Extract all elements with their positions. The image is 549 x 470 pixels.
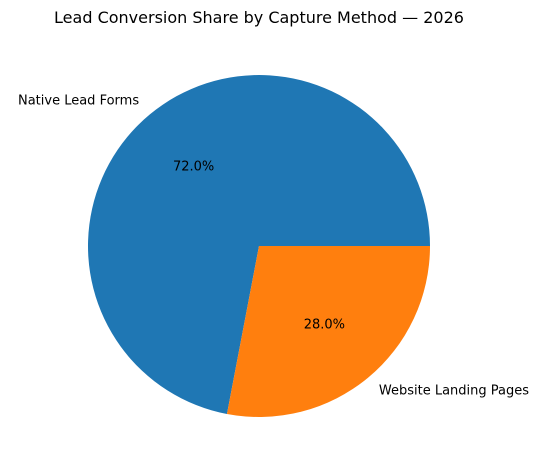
pie-pct-label-1: 28.0% bbox=[304, 318, 345, 333]
pie-category-label-1: Website Landing Pages bbox=[379, 383, 529, 398]
pie-labels: 72.0% Native Lead Forms 28.0% Website Landi… bbox=[18, 94, 529, 399]
pie-pct-label-0: 72.0% bbox=[173, 159, 214, 174]
pie-slice-0 bbox=[88, 75, 430, 414]
chart-title: Lead Conversion Share by Capture Method … bbox=[54, 8, 464, 27]
pie-category-label-0: Native Lead Forms bbox=[18, 94, 139, 109]
pie-slice-1 bbox=[226, 246, 430, 417]
pie-slices bbox=[88, 75, 430, 417]
